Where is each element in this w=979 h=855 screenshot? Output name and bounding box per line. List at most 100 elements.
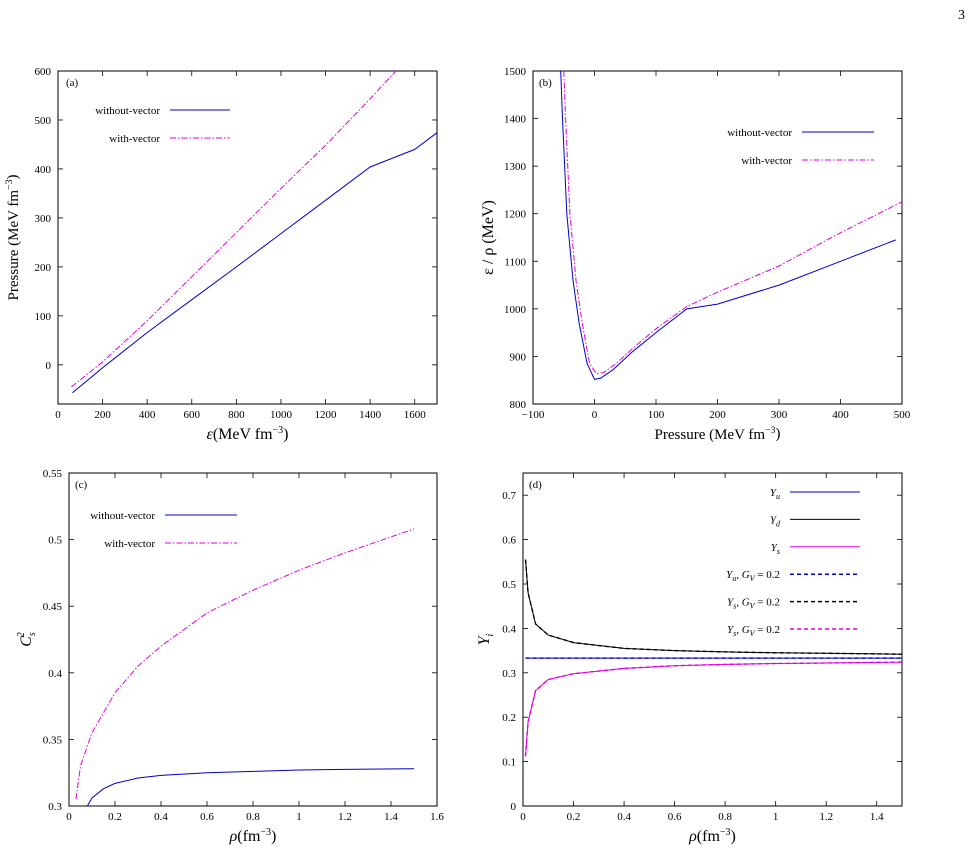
x-tick-label: 0.8 bbox=[718, 811, 732, 823]
y-tick-label: 0.5 bbox=[502, 579, 516, 591]
legend-label: without-vector bbox=[90, 510, 155, 522]
panel-label: (d) bbox=[529, 479, 542, 491]
y-tick-label: 300 bbox=[35, 213, 52, 225]
legend-label: Yu bbox=[770, 487, 780, 501]
x-tick-label: 0.2 bbox=[567, 811, 581, 823]
x-tick-label: 400 bbox=[139, 409, 156, 421]
y-tick-label: 1200 bbox=[504, 209, 527, 221]
legend-label: with-vector bbox=[109, 133, 160, 145]
x-tick-label: 400 bbox=[832, 409, 849, 421]
legend-label: Ys bbox=[771, 542, 780, 556]
series-line bbox=[524, 559, 902, 655]
x-tick-label: 1.2 bbox=[338, 811, 352, 823]
x-tick-label: −100 bbox=[522, 409, 545, 421]
x-tick-label: 100 bbox=[648, 409, 665, 421]
series-line bbox=[525, 559, 902, 655]
x-tick-label: 200 bbox=[709, 409, 726, 421]
y-tick-label: 1000 bbox=[504, 304, 527, 316]
y-tick-label: 0.4 bbox=[48, 668, 62, 680]
x-tick-label: 1200 bbox=[315, 409, 338, 421]
y-tick-label: 1500 bbox=[504, 66, 527, 78]
plot-frame bbox=[68, 472, 438, 807]
y-tick-label: 1100 bbox=[504, 256, 526, 268]
x-tick-label: 600 bbox=[184, 409, 201, 421]
panel-label: (b) bbox=[539, 77, 552, 89]
y-tick-label: 400 bbox=[35, 164, 52, 176]
x-tick-label: 1000 bbox=[270, 409, 293, 421]
x-tick-label: 0 bbox=[520, 811, 526, 823]
y-tick-label: 0.2 bbox=[502, 712, 516, 724]
x-tick-label: 0.6 bbox=[200, 811, 214, 823]
y-tick-label: 0 bbox=[46, 360, 52, 372]
y-tick-label: 0.7 bbox=[502, 490, 516, 502]
x-tick-label: 1.4 bbox=[870, 811, 884, 823]
y-tick-label: 200 bbox=[35, 262, 52, 274]
x-tick-label: 0.8 bbox=[246, 811, 260, 823]
y-tick-label: 0.5 bbox=[48, 535, 62, 547]
legend-label: Ys, GV = 0.2 bbox=[727, 597, 780, 611]
x-tick-label: 500 bbox=[894, 409, 911, 421]
legend-label: with-vector bbox=[104, 538, 155, 550]
series-line bbox=[72, 132, 437, 394]
legend-label: without-vector bbox=[95, 105, 160, 117]
x-tick-label: 1400 bbox=[359, 409, 382, 421]
legend-label: with-vector bbox=[741, 155, 792, 167]
x-tick-label: 0.4 bbox=[617, 811, 631, 823]
legend-label: Ys, GV = 0.2 bbox=[727, 624, 780, 638]
series-line bbox=[560, 71, 896, 380]
legend-label: without-vector bbox=[727, 127, 792, 139]
y-axis-label: Cs2 bbox=[16, 632, 38, 647]
y-tick-label: 1300 bbox=[504, 161, 527, 173]
x-tick-label: 0.4 bbox=[154, 811, 168, 823]
x-tick-label: 300 bbox=[771, 409, 788, 421]
y-tick-label: 0.6 bbox=[502, 535, 516, 547]
series-line bbox=[75, 528, 415, 800]
x-tick-label: 0.6 bbox=[668, 811, 682, 823]
y-tick-label: 0.55 bbox=[43, 468, 63, 480]
series-line bbox=[71, 71, 397, 388]
x-tick-label: 1.2 bbox=[819, 811, 833, 823]
x-axis-label: ρ(fm−3) bbox=[688, 827, 736, 845]
x-tick-label: 1.6 bbox=[430, 811, 444, 823]
y-tick-label: 600 bbox=[35, 66, 52, 78]
x-axis-label: ρ(fm−3) bbox=[229, 827, 277, 845]
legend-label: Yu, GV = 0.2 bbox=[726, 569, 780, 583]
series-line bbox=[563, 71, 902, 375]
y-axis-label: Pressure (MeV fm−3) bbox=[4, 175, 22, 301]
x-axis-label: Pressure (MeV fm−3) bbox=[655, 425, 781, 443]
x-tick-label: 1600 bbox=[404, 409, 427, 421]
y-tick-label: 100 bbox=[35, 311, 52, 323]
panel-label: (c) bbox=[75, 479, 88, 491]
series-line bbox=[525, 661, 902, 757]
x-tick-label: 1 bbox=[773, 811, 779, 823]
x-tick-label: 0.2 bbox=[108, 811, 122, 823]
y-tick-label: 0.3 bbox=[48, 801, 62, 813]
y-tick-label: 0.4 bbox=[502, 623, 516, 635]
x-tick-label: 1 bbox=[296, 811, 302, 823]
y-tick-label: 0.45 bbox=[43, 601, 63, 613]
y-tick-label: 1400 bbox=[504, 114, 527, 126]
y-tick-label: 0.1 bbox=[502, 757, 516, 769]
x-tick-label: 0 bbox=[66, 811, 72, 823]
x-tick-label: 200 bbox=[94, 409, 111, 421]
plot-frame bbox=[57, 70, 438, 405]
x-tick-label: 1.4 bbox=[384, 811, 398, 823]
series-line bbox=[524, 661, 902, 757]
page-number: 3 bbox=[958, 8, 965, 23]
y-tick-label: 0.3 bbox=[502, 668, 516, 680]
plot-frame bbox=[522, 472, 903, 807]
y-tick-label: 0.35 bbox=[43, 734, 63, 746]
legend-label: Yd bbox=[770, 514, 781, 528]
y-tick-label: 0 bbox=[511, 801, 517, 813]
x-tick-label: 0 bbox=[55, 409, 61, 421]
y-tick-label: 900 bbox=[510, 351, 527, 363]
series-line bbox=[86, 768, 415, 806]
y-axis-label: Yi bbox=[476, 633, 496, 645]
y-axis-label: ε / ρ (MeV) bbox=[480, 200, 497, 275]
y-tick-label: 500 bbox=[35, 115, 52, 127]
x-tick-label: 0 bbox=[592, 409, 598, 421]
x-tick-label: 800 bbox=[228, 409, 245, 421]
y-tick-label: 800 bbox=[510, 399, 527, 411]
panel-label: (a) bbox=[66, 77, 79, 89]
